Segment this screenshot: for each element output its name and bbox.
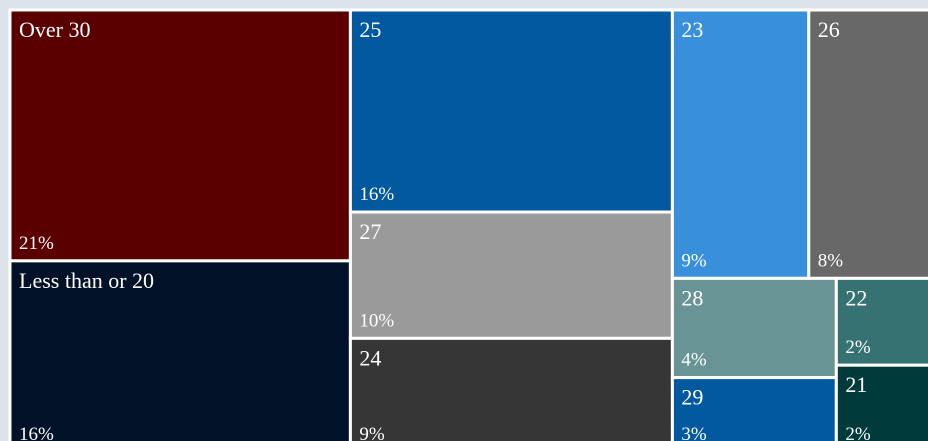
tile-label: 21 — [845, 372, 867, 397]
tile — [8, 8, 352, 263]
tile-label: 26 — [818, 17, 840, 42]
tile-label: Less than or 20 — [19, 268, 154, 293]
tile-value-label: 3% — [681, 424, 707, 441]
tile-label: 24 — [359, 345, 381, 370]
tile — [670, 8, 811, 280]
tile-value-label: 16% — [359, 184, 394, 205]
tile-label: 22 — [845, 285, 867, 310]
tile — [348, 336, 674, 441]
tile-label: 23 — [681, 17, 703, 42]
tile-label: 28 — [681, 285, 703, 310]
tile — [8, 259, 352, 441]
tile-value-label: 9% — [359, 424, 385, 441]
tile-label: 27 — [359, 219, 381, 244]
tile — [348, 8, 674, 214]
tile-value-label: 2% — [845, 337, 871, 358]
tile-value-label: 16% — [19, 424, 54, 441]
tile-value-label: 8% — [818, 250, 844, 271]
tile — [348, 210, 674, 340]
tile-value-label: 4% — [681, 350, 707, 371]
tile-value-label: 10% — [359, 310, 394, 331]
tile — [807, 8, 928, 280]
tile — [834, 276, 928, 367]
tile-label: Over 30 — [19, 17, 90, 42]
tile-value-label: 2% — [845, 424, 871, 441]
tile-label: 25 — [359, 17, 381, 42]
tile-label: 29 — [681, 385, 703, 410]
tile-value-label: 9% — [681, 250, 707, 271]
tile-value-label: 21% — [19, 233, 54, 254]
tile — [834, 363, 928, 441]
tile — [670, 376, 838, 441]
